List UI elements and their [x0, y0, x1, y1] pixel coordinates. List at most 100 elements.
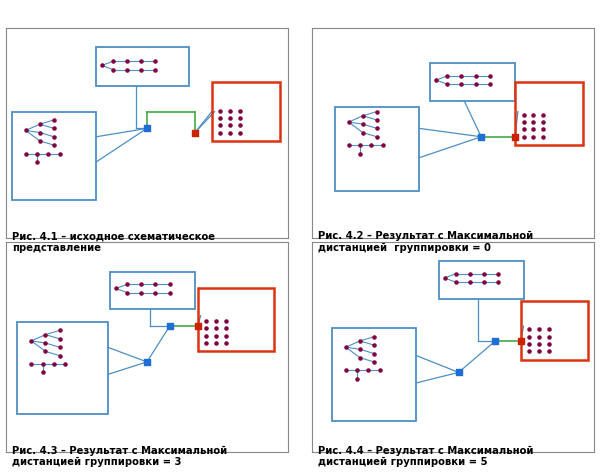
Point — [151, 289, 160, 297]
Point — [369, 342, 379, 349]
Point — [190, 129, 200, 137]
Point — [211, 339, 221, 347]
Point — [142, 125, 152, 133]
Point — [215, 108, 225, 115]
Point — [151, 281, 160, 288]
Point — [440, 275, 449, 282]
Point — [221, 325, 231, 332]
Point — [137, 67, 146, 74]
Point — [355, 142, 365, 149]
Point — [485, 73, 494, 80]
Point — [443, 73, 452, 80]
Bar — [335, 108, 419, 192]
Point — [44, 150, 53, 158]
Point — [457, 73, 466, 80]
Point — [457, 81, 466, 89]
Point — [358, 121, 368, 129]
Text: Рис. 4.4 – Результат с Максимальной
дистанцией группировки = 5: Рис. 4.4 – Результат с Максимальной дист… — [318, 445, 533, 466]
Point — [109, 67, 118, 74]
Point — [26, 337, 36, 345]
Point — [344, 119, 353, 127]
Point — [364, 367, 373, 374]
Point — [491, 337, 500, 345]
Point — [215, 129, 225, 137]
Point — [49, 125, 59, 133]
Point — [471, 73, 481, 80]
Point — [454, 369, 463, 377]
Point — [49, 142, 59, 149]
Point — [221, 317, 231, 325]
Bar — [96, 48, 190, 87]
Point — [122, 67, 132, 74]
Bar — [17, 322, 107, 415]
Point — [493, 279, 503, 287]
Point — [165, 323, 175, 330]
Point — [235, 115, 245, 122]
Point — [142, 358, 152, 366]
Point — [510, 134, 520, 141]
Point — [35, 138, 44, 146]
Point — [211, 332, 221, 340]
Point — [55, 344, 64, 351]
Bar — [439, 262, 523, 299]
Point — [235, 129, 245, 137]
Point — [137, 289, 146, 297]
Point — [378, 142, 388, 149]
Point — [375, 367, 385, 374]
Point — [534, 333, 544, 341]
Point — [215, 122, 225, 130]
Point — [221, 332, 231, 340]
Point — [367, 142, 376, 149]
Point — [372, 109, 382, 116]
Point — [32, 150, 42, 158]
Point — [55, 352, 64, 360]
Point — [122, 289, 132, 297]
Point — [41, 331, 50, 339]
Point — [97, 62, 107, 70]
Point — [352, 367, 362, 374]
Bar — [212, 83, 280, 142]
Point — [35, 121, 44, 129]
Point — [369, 358, 379, 366]
Point — [358, 129, 368, 137]
Point — [538, 112, 548, 119]
Text: Рис. 4.2 – Результат с Максимальной
дистанцией  группировки = 0: Рис. 4.2 – Результат с Максимальной дист… — [318, 230, 533, 252]
Text: Рис. 4.1 – исходное схематическое
представление: Рис. 4.1 – исходное схематическое предст… — [12, 231, 215, 252]
Point — [55, 150, 64, 158]
Point — [544, 348, 554, 356]
Point — [151, 67, 160, 74]
Point — [235, 108, 245, 115]
Point — [516, 337, 526, 345]
Point — [211, 325, 221, 332]
Point — [524, 340, 534, 348]
Point — [226, 122, 235, 130]
Point — [544, 333, 554, 341]
Point — [529, 126, 538, 134]
Point — [524, 326, 534, 334]
Point — [538, 134, 548, 141]
Bar — [515, 83, 583, 146]
Point — [479, 270, 489, 278]
Point — [202, 325, 211, 332]
Point — [221, 339, 231, 347]
Point — [215, 115, 225, 122]
Point — [518, 134, 529, 141]
Point — [55, 335, 64, 343]
Point — [431, 77, 441, 85]
Point — [35, 129, 44, 137]
Point — [443, 81, 452, 89]
Point — [151, 58, 160, 66]
Bar — [11, 112, 96, 200]
Point — [341, 367, 350, 374]
Point — [202, 332, 211, 340]
Point — [226, 129, 235, 137]
Point — [226, 108, 235, 115]
Point — [534, 340, 544, 348]
Point — [524, 333, 534, 341]
Point — [369, 350, 379, 357]
Point — [49, 117, 59, 125]
Point — [21, 150, 31, 158]
Point — [534, 348, 544, 356]
Point — [21, 128, 31, 135]
Point — [369, 333, 379, 341]
